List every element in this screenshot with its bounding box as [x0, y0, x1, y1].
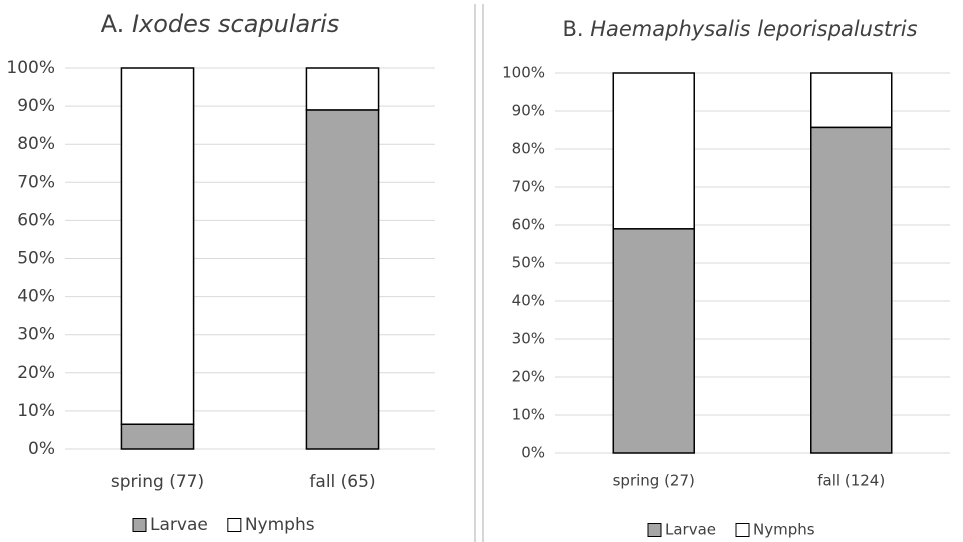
y-tick-label: 0% [28, 439, 55, 459]
legend-swatch [735, 523, 750, 537]
y-tick-label: 40% [17, 287, 55, 307]
bar-segment [305, 109, 380, 450]
y-tick-label: 20% [17, 363, 55, 383]
bar-segment [810, 126, 893, 454]
y-tick-label: 100% [6, 58, 55, 78]
y-tick-label: 10% [17, 401, 55, 421]
legend-label: Nymphs [245, 515, 315, 535]
y-tick-label: 40% [512, 292, 545, 310]
y-tick-label: 80% [17, 134, 55, 154]
species-name: Ixodes scapularis [132, 10, 339, 38]
x-tick-label: fall (65) [309, 472, 375, 492]
y-tick-label: 30% [17, 325, 55, 345]
legend-label: Larvae [665, 521, 716, 539]
bar-segment [612, 72, 695, 230]
bar-segment [305, 67, 380, 111]
bar-segment [120, 423, 195, 450]
y-tick-label: 50% [512, 254, 545, 272]
legend-label: Larvae [150, 515, 208, 535]
panel-label: A. [101, 10, 125, 38]
y-tick-label: 90% [17, 96, 55, 116]
y-tick-label: 70% [512, 178, 545, 196]
chart-title: B. Haemaphysalis leporispalustris [562, 17, 917, 41]
y-tick-label: 30% [512, 330, 545, 348]
x-tick-label: fall (124) [817, 472, 885, 490]
legend-swatch [132, 518, 147, 532]
legend-label: Nymphs [753, 521, 815, 539]
y-tick-label: 70% [17, 172, 55, 192]
y-tick-label: 90% [512, 102, 545, 120]
y-tick-label: 60% [512, 216, 545, 234]
panel-label: B. [562, 17, 583, 41]
y-tick-label: 80% [512, 140, 545, 158]
bar-segment [810, 72, 893, 129]
y-tick-label: 60% [17, 210, 55, 230]
y-tick-label: 0% [521, 444, 545, 462]
x-tick-label: spring (77) [111, 472, 204, 492]
y-tick-label: 50% [17, 249, 55, 269]
bar-segment [612, 228, 695, 454]
legend-swatch [647, 523, 662, 537]
species-name: Haemaphysalis leporispalustris [590, 17, 917, 41]
x-tick-label: spring (27) [613, 472, 695, 490]
legend-swatch [227, 518, 242, 532]
bar-segment [120, 67, 195, 425]
y-tick-label: 20% [512, 368, 545, 386]
y-tick-label: 10% [512, 406, 545, 424]
y-tick-label: 100% [502, 64, 545, 82]
chart-title: A. Ixodes scapularis [101, 10, 340, 38]
